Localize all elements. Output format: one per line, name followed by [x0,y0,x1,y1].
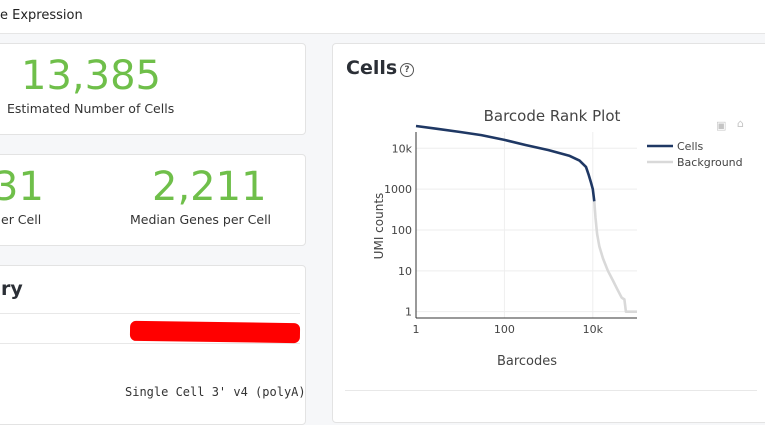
chemistry-value: Single Cell 3' v4 (polyA) [125,385,306,399]
row-divider [0,343,300,344]
panel-divider [345,390,757,391]
reads-per-cell-label: er Cell [1,212,42,227]
median-genes-label: Median Genes per Cell [130,212,272,227]
summary-card: ry Single Cell 3' v4 (polyA) [0,265,306,425]
median-genes-value: 2,211 [152,164,267,210]
metric-card-per-cell: 31 er Cell 2,211 Median Genes per Cell [0,154,306,246]
row-divider [0,313,300,314]
question-circle-icon[interactable]: ? [400,63,414,77]
camera-icon[interactable]: ▣ [716,119,727,132]
page-title: e Expression [0,8,83,23]
cells-title: Cells [346,57,398,79]
top-bar: e Expression [0,0,765,34]
metric-card-cells: 13,385 Estimated Number of Cells [0,43,306,135]
reads-per-cell-value: 31 [0,164,44,210]
cells-panel: Cells ? [332,43,765,423]
redaction-mark [129,320,301,344]
estimated-cells-label: Estimated Number of Cells [7,101,175,116]
summary-title: ry [1,278,23,300]
home-icon[interactable]: ⌂ [737,117,744,130]
estimated-cells-value: 13,385 [21,53,161,99]
